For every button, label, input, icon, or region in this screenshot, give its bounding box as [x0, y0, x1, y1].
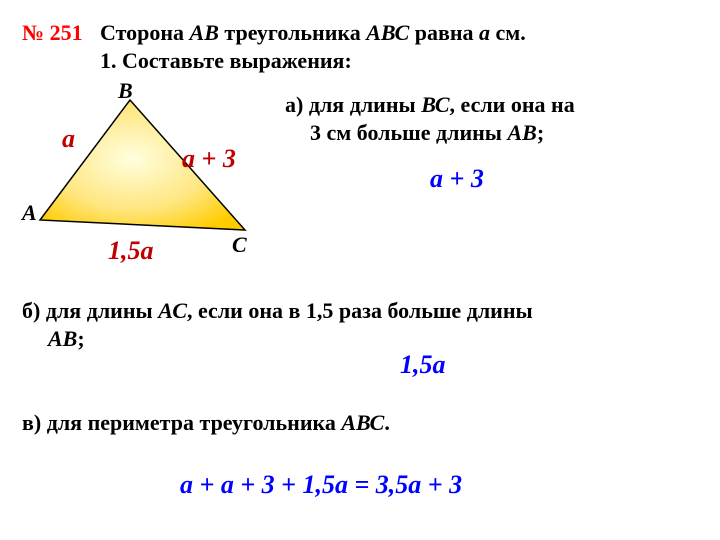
vertex-c: С	[232, 232, 247, 258]
side-bc-label: а + 3	[182, 144, 236, 174]
answer-a: а + 3	[430, 164, 484, 194]
part-c: в) для периметра треугольника АВС.	[22, 410, 390, 436]
vertex-a: А	[22, 200, 37, 226]
vertex-b: В	[118, 78, 133, 104]
answer-c: а + а + 3 + 1,5а = 3,5а + 3	[180, 470, 462, 500]
side-ab-label: а	[62, 124, 75, 154]
side-ac-label: 1,5а	[108, 236, 154, 266]
part-a-line1: а) для длины ВС, если она на	[285, 92, 575, 118]
part-b-line1: б) для длины АС, если она в 1,5 раза бол…	[22, 298, 533, 324]
part-a-line2: 3 см больше длины АВ;	[310, 120, 544, 146]
answer-b: 1,5а	[400, 350, 446, 380]
triangle-figure	[10, 0, 290, 260]
part-b-line2: АВ;	[48, 326, 85, 352]
